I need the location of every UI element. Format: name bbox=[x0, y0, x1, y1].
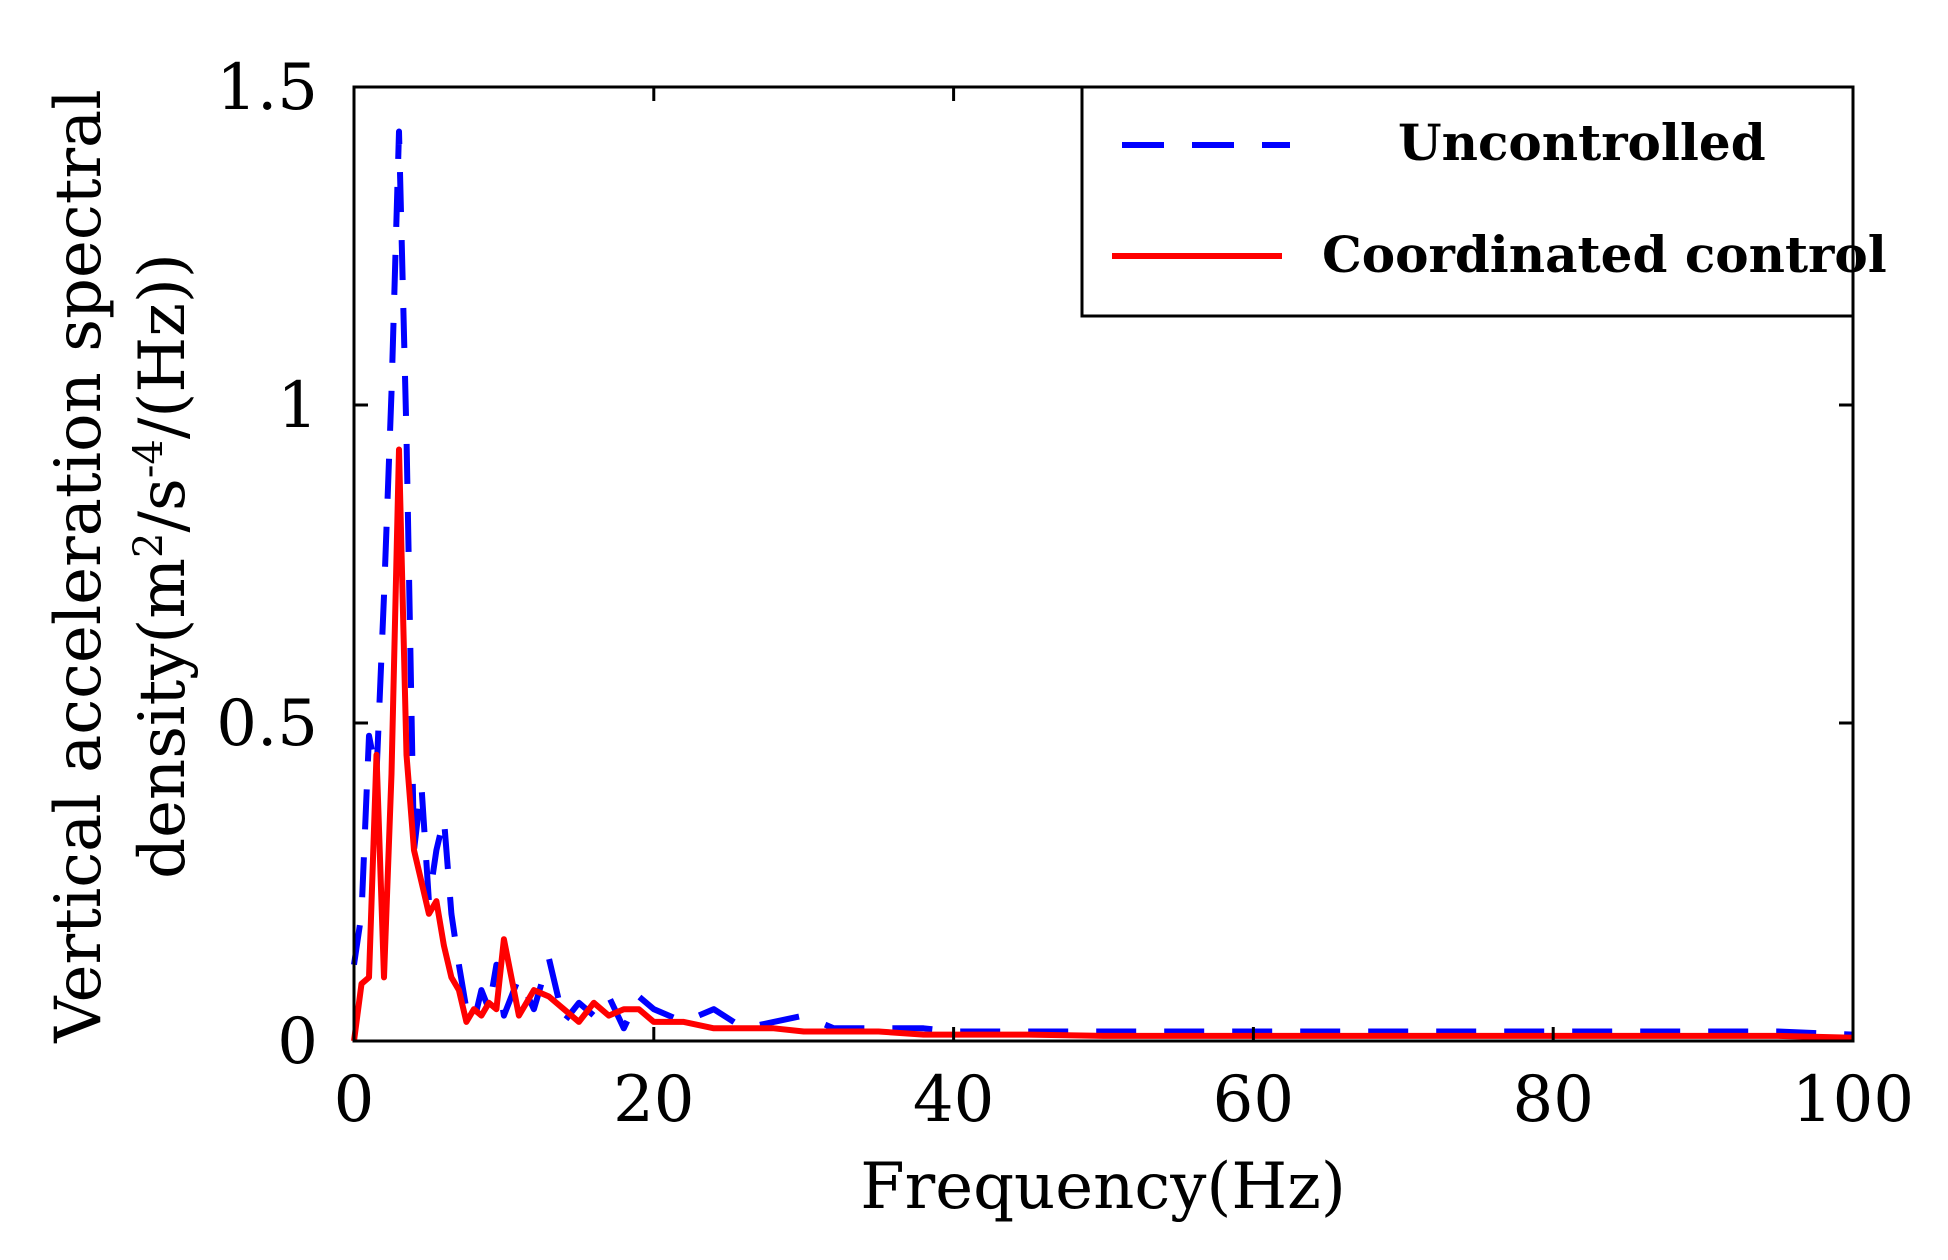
tick-layer: 0 20 40 60 80 100 0 0.5 1 1.5 bbox=[216, 51, 1914, 1137]
legend-label-coordinated: Coordinated control bbox=[1322, 225, 1887, 284]
y-tick-label-0: 0 bbox=[277, 1005, 318, 1079]
x-tick-label-100: 100 bbox=[1792, 1063, 1914, 1137]
series-layer bbox=[351, 128, 1854, 1042]
y-tick-label-1.5: 1.5 bbox=[216, 51, 318, 125]
y-label-per-s: /s bbox=[126, 478, 200, 532]
y-label-sup-minus4: -4 bbox=[126, 439, 172, 478]
x-tick-label-80: 80 bbox=[1512, 1063, 1593, 1137]
y-tick-label-0.5: 0.5 bbox=[216, 687, 318, 761]
y-label-sup-2: 2 bbox=[126, 533, 172, 558]
x-tick-label-20: 20 bbox=[613, 1063, 694, 1137]
y-label-per-hz: /(Hz)) bbox=[126, 253, 200, 439]
y-tick-label-1: 1 bbox=[277, 369, 318, 443]
x-tick-label-60: 60 bbox=[1213, 1063, 1294, 1137]
x-tick-label-40: 40 bbox=[913, 1063, 994, 1137]
legend-label-uncontrolled: Uncontrolled bbox=[1398, 113, 1766, 172]
y-label-density: density(m bbox=[126, 558, 200, 879]
y-axis-label-line2: density(m2/s-4/(Hz)) bbox=[126, 253, 200, 879]
y-axis-label: Vertical acceleration spectral bbox=[42, 89, 116, 1043]
y-axis-label-2: density(m2/s-4/(Hz)) bbox=[126, 253, 200, 879]
x-axis-label: Frequency(Hz) bbox=[860, 1150, 1346, 1224]
legend-box bbox=[1080, 85, 1855, 318]
legend: Uncontrolled Coordinated control bbox=[1080, 85, 1887, 318]
series-line-coordinated-control bbox=[351, 446, 1854, 1042]
y-axis-label-line1: Vertical acceleration spectral bbox=[42, 89, 116, 1043]
x-tick-label-0: 0 bbox=[334, 1063, 375, 1137]
